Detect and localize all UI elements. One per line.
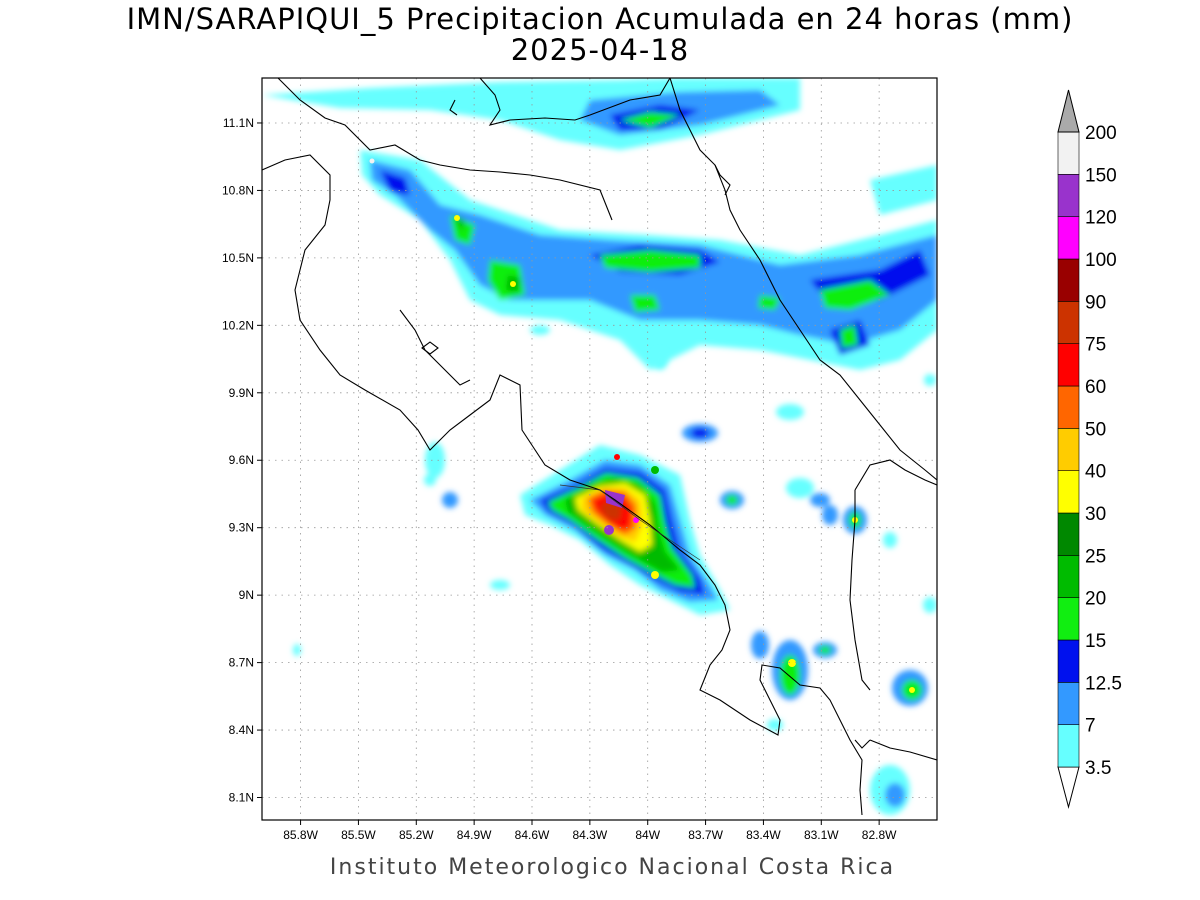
colorbar-swatch [1057, 131, 1080, 175]
colorbar-swatch [1057, 682, 1080, 725]
lon-tick-label: 84.3W [573, 828, 608, 842]
lat-tick-label: 9N [239, 588, 254, 602]
coastlines [262, 78, 937, 816]
colorbar: 3.5 7 12.5 15 20 25 30 40 50 60 75 90 100 120 150 200 [1057, 89, 1122, 809]
colorbar-over-triangle [1057, 89, 1080, 133]
colorbar-level-label: 90 [1085, 292, 1106, 313]
lat-tick-label: 8.1N [229, 791, 254, 805]
colorbar-swatch [1057, 343, 1080, 387]
lon-tick-label: 85.5W [341, 828, 376, 842]
lat-tick-label: 8.7N [229, 656, 254, 670]
colorbar-level-label: 15 [1085, 631, 1106, 652]
colorbar-level-label: 200 [1085, 123, 1117, 144]
colorbar-swatch [1057, 428, 1080, 471]
lat-tick-label: 10.2N [222, 318, 254, 332]
map-title: IMN/SARAPIQUI_5 Precipitacion Acumulada … [126, 2, 1074, 36]
colorbar-swatch [1057, 216, 1080, 260]
lat-tick-label: 8.4N [229, 723, 254, 737]
colorbar-level-label: 150 [1085, 165, 1117, 186]
lon-tick-label: 84.6W [515, 828, 550, 842]
lat-tick-label: 11.1N [223, 116, 254, 130]
colorbar-level-label: 100 [1085, 250, 1117, 271]
lon-tick-label: 85.8W [283, 828, 318, 842]
colorbar-level-label: 120 [1085, 208, 1117, 229]
colorbar-level-label: 25 [1085, 546, 1106, 567]
colorbar-level-label: 20 [1085, 589, 1106, 610]
map-axes: 11.1N 10.8N 10.5N 10.2N 9.9N 9.6N 9.3N 9N 8.7N 8.… [222, 116, 897, 842]
colorbar-level-label: 7 [1085, 716, 1096, 737]
colorbar-swatch [1057, 597, 1080, 641]
lat-tick-label: 9.9N [229, 386, 254, 400]
map-frame [261, 77, 938, 821]
lat-tick-label: 9.3N [229, 521, 254, 535]
lat-tick-label: 9.6N [229, 453, 254, 467]
footer-credit: Instituto Meteorologico Nacional Costa R… [329, 855, 896, 880]
lon-tick-label: 83.7W [688, 828, 723, 842]
colorbar-swatch [1057, 301, 1080, 344]
lon-tick-label: 82.8W [862, 828, 897, 842]
lon-tick-label: 85.2W [399, 828, 434, 842]
colorbar-swatch [1057, 512, 1080, 556]
colorbar-level-label: 75 [1085, 335, 1106, 356]
colorbar-level-label: 40 [1085, 462, 1106, 483]
lat-tick-label: 10.5N [222, 251, 254, 265]
colorbar-under-triangle [1057, 766, 1080, 809]
map-date: 2025-04-18 [510, 33, 690, 67]
colorbar-level-label: 3.5 [1085, 758, 1111, 779]
colorbar-level-label: 12.5 [1085, 673, 1122, 694]
lon-tick-label: 83.1W [804, 828, 839, 842]
colorbar-level-label: 60 [1085, 377, 1106, 398]
colorbar-swatch [1057, 470, 1080, 514]
lon-tick-label: 84.9W [457, 828, 492, 842]
lon-tick-label: 84W [635, 828, 660, 842]
colorbar-swatch [1057, 385, 1080, 429]
colorbar-swatch [1057, 174, 1080, 217]
colorbar-swatch [1057, 639, 1080, 683]
colorbar-level-label: 30 [1085, 504, 1106, 525]
colorbar-swatch [1057, 724, 1080, 768]
lon-tick-label: 83.4W [746, 828, 781, 842]
colorbar-swatch [1057, 555, 1080, 598]
colorbar-swatch [1057, 258, 1080, 302]
map-gridlines [262, 78, 937, 820]
lat-tick-label: 10.8N [222, 183, 254, 197]
precipitation-field [262, 78, 937, 815]
colorbar-level-label: 50 [1085, 419, 1106, 440]
